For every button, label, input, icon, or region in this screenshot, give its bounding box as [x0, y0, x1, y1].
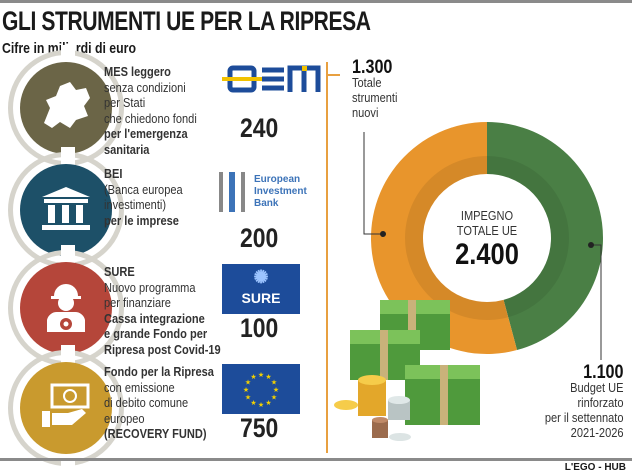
sure-logo: ✺ SURE [222, 264, 300, 314]
instrument-logo: ★ ★ ★ ★ ★ ★ ★ ★ ★ ★ ★ ★ [222, 364, 300, 419]
bank-building-icon [38, 183, 94, 238]
top-rule [0, 0, 632, 3]
instrument-value: 200 [240, 223, 279, 253]
description-line: e grande Fondo per [104, 326, 208, 341]
description-line: per finanziare [104, 295, 171, 310]
label-budget: 1.100 Budget UE rinforzato per il setten… [545, 362, 624, 440]
label-line: strumenti [352, 90, 398, 105]
eib-logo-text: Bank [254, 198, 279, 209]
worker-gear-icon [41, 278, 91, 339]
label-new-value: 1.300 [352, 57, 393, 78]
svg-text:★: ★ [265, 399, 271, 407]
instrument-description: MES leggero senza condizioni per Stati che … [104, 64, 197, 157]
description-line: sanitaria [104, 141, 150, 157]
description-line: per Stati [104, 95, 146, 110]
money-hand-icon [38, 381, 94, 436]
instrument-logo: European Investment Bank [218, 170, 307, 214]
bracket-line [326, 75, 328, 453]
description-line: Fondo per la Ripresa [104, 364, 214, 379]
instrument-description: BEI (Banca europea investimenti) per le imp… [104, 166, 183, 228]
svg-text:★: ★ [245, 379, 251, 387]
svg-text:★: ★ [271, 394, 277, 402]
label-line: Totale [352, 75, 382, 90]
center-label-2: TOTALE UE [456, 223, 518, 238]
donut-inner-shade [405, 156, 509, 320]
description-line: Ripresa post Covid-19 [104, 341, 221, 357]
label-line: nuovi [352, 105, 379, 120]
label-line: Budget UE [570, 380, 624, 395]
svg-text:★: ★ [258, 371, 264, 379]
leader-dot [588, 242, 594, 248]
page-title: GLI STRUMENTI UE PER LA RIPRESA [2, 6, 371, 36]
description-line: senza condizioni [104, 79, 186, 95]
esm-logo [222, 65, 321, 93]
instrument-logo: ✺ SURE [222, 264, 300, 314]
description-line: Cassa integrazione [104, 310, 205, 326]
leader-line [591, 244, 602, 360]
description-line: per l'emergenza [104, 126, 188, 141]
label-line: 2021-2026 [571, 425, 624, 440]
bracket-hook [326, 62, 340, 76]
description-line: BEI [104, 166, 123, 181]
instrument-value: 750 [240, 413, 279, 443]
instrument-description: Fondo per la Ripresa con emissione di debi… [104, 364, 214, 442]
europe-map-icon [36, 78, 96, 138]
svg-text:★: ★ [271, 379, 277, 387]
donut-center: IMPEGNO TOTALE UE 2.400 [437, 208, 537, 272]
label-budget-value: 1.100 [583, 362, 624, 383]
eib-logo: European Investment Bank [218, 170, 307, 214]
leader-line [363, 132, 383, 235]
description-line: che chiedono fondi [104, 110, 197, 126]
description-line: europeo [104, 410, 145, 426]
donut-inner-shade [487, 156, 570, 318]
instrument-icon-circle [20, 62, 112, 154]
bottom-rule [0, 458, 632, 461]
instrument-icon-circle [20, 164, 112, 256]
eu-flag-icon: ★ ★★★★★★★★★★★ [222, 364, 300, 414]
label-line: rinforzato [577, 395, 624, 410]
description-line: (Banca europea [104, 181, 183, 197]
money-stack-illustration [334, 300, 480, 441]
description-line: MES leggero [104, 64, 171, 79]
svg-text:★: ★ [243, 386, 249, 394]
svg-text:★: ★ [250, 373, 256, 381]
instrument-icon-circle [20, 262, 112, 354]
label-line: per il settennato [545, 410, 624, 425]
center-label-1: IMPEGNO [460, 208, 514, 223]
description-line: (RECOVERY FUND) [104, 426, 207, 441]
ring-decoration [8, 350, 124, 466]
description-line: investimenti) [104, 197, 167, 212]
description-line: per le imprese [104, 212, 179, 228]
svg-text:★: ★ [250, 399, 256, 407]
description-line: SURE [104, 264, 135, 279]
donut-slice-new-instruments [370, 122, 518, 354]
eib-logo-text: Investment [254, 186, 307, 197]
leader-dot [380, 231, 386, 237]
instrument-value: 100 [240, 313, 279, 343]
credit: L'EGO - HUB [564, 462, 626, 473]
description-line: Nuovo programma [104, 279, 196, 295]
svg-text:★: ★ [258, 401, 264, 409]
virus-icon: ✺ [253, 267, 269, 287]
instrument-icon-circle [20, 362, 112, 454]
sure-logo-text: SURE [241, 290, 281, 306]
svg-text:★: ★ [265, 373, 271, 381]
instrument-description: SURE Nuovo programma per finanziare Cassa i… [104, 264, 221, 357]
instrument-value: 240 [240, 113, 279, 143]
center-total: 2.400 [455, 238, 519, 271]
svg-text:★: ★ [245, 394, 251, 402]
description-line: di debito comune [104, 395, 189, 410]
svg-text:★: ★ [273, 386, 279, 394]
donut-slice-budget [487, 122, 603, 351]
label-new-instruments: 1.300 Totale strumenti nuovi [352, 57, 398, 120]
eib-logo-text: European [254, 174, 301, 185]
description-line: con emissione [104, 379, 175, 395]
instrument-logo [222, 64, 322, 99]
